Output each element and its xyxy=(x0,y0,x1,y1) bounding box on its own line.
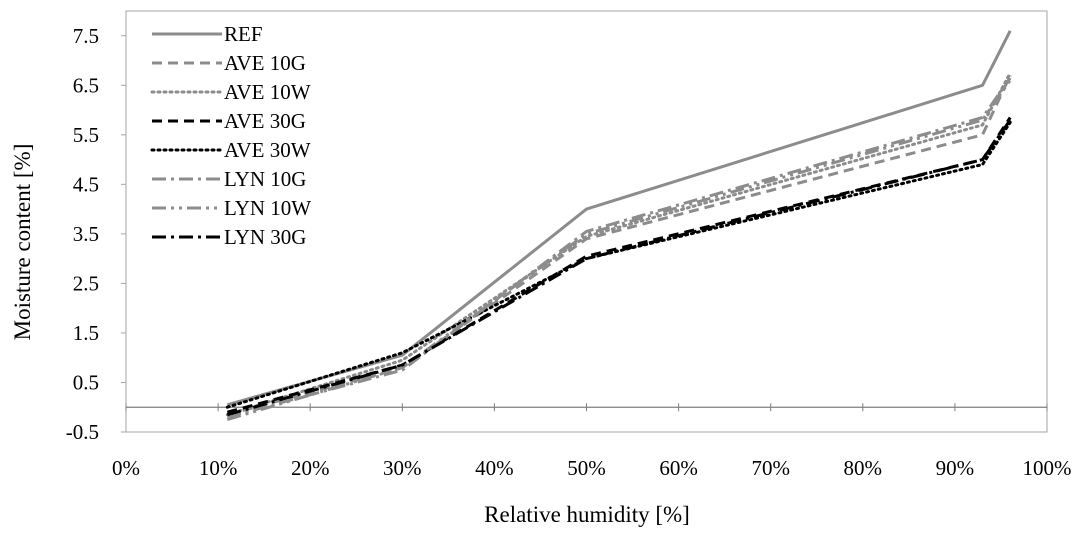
legend-label: LYN 10G xyxy=(224,167,306,191)
x-tick-label: 10% xyxy=(199,456,238,480)
y-tick-label: 5.5 xyxy=(73,123,99,147)
series-lines xyxy=(225,30,1012,422)
x-tick-label: 50% xyxy=(567,456,606,480)
x-axis-title: Relative humidity [%] xyxy=(484,502,690,527)
y-tick-label: 1.5 xyxy=(73,321,99,345)
y-tick-label: 4.5 xyxy=(73,172,99,196)
x-tick-label: 90% xyxy=(936,456,975,480)
y-axis-title: Moisture content [%] xyxy=(10,144,35,341)
y-axis-tick-labels: -0.5 0.5 1.5 2.5 3.5 4.5 5.5 6.5 7.5 xyxy=(66,24,126,444)
series-line-ref xyxy=(226,30,1012,407)
series-line-ave-30g xyxy=(226,116,1012,414)
y-tick-label: 7.5 xyxy=(73,24,99,48)
plot-area-border xyxy=(125,10,1048,433)
y-tick-label: 6.5 xyxy=(73,73,99,97)
legend-label: AVE 30W xyxy=(224,138,311,162)
x-tick-label: 80% xyxy=(844,456,883,480)
legend-label: LYN 30G xyxy=(224,225,306,249)
series-line-ave-10g xyxy=(226,74,1012,417)
series-line-ave-30w xyxy=(225,120,1012,409)
y-tick-label: -0.5 xyxy=(66,420,99,444)
y-tick-label: 3.5 xyxy=(73,222,99,246)
series-line-lyn-10w xyxy=(226,79,1012,422)
legend-label: AVE 30G xyxy=(224,109,306,133)
x-tick-label: 40% xyxy=(475,456,514,480)
y-tick-label: 0.5 xyxy=(73,370,99,394)
series-line-lyn-10g xyxy=(226,77,1012,419)
x-tick-label: 0% xyxy=(112,456,140,480)
x-tick-label: 30% xyxy=(383,456,422,480)
y-tick-label: 2.5 xyxy=(73,271,99,295)
legend: REF AVE 10G AVE 10W AVE 30G AVE 30W LYN 10G LY… xyxy=(150,22,311,249)
x-tick-label: 70% xyxy=(751,456,790,480)
legend-label: AVE 10W xyxy=(224,80,311,104)
series-line-lyn-30g xyxy=(226,119,1012,417)
x-tick-label: 100% xyxy=(1023,456,1072,480)
legend-label: AVE 10G xyxy=(224,51,306,75)
x-tick-label: 60% xyxy=(659,456,698,480)
series-line-ave-10w xyxy=(225,71,1012,417)
x-tick-label: 20% xyxy=(291,456,330,480)
legend-label: REF xyxy=(224,22,263,46)
x-axis-tick-labels: 0% 10% 20% 30% 40% 50% 60% 70% 80% 90% 100% xyxy=(112,403,1072,480)
legend-label: LYN 10W xyxy=(224,196,311,220)
